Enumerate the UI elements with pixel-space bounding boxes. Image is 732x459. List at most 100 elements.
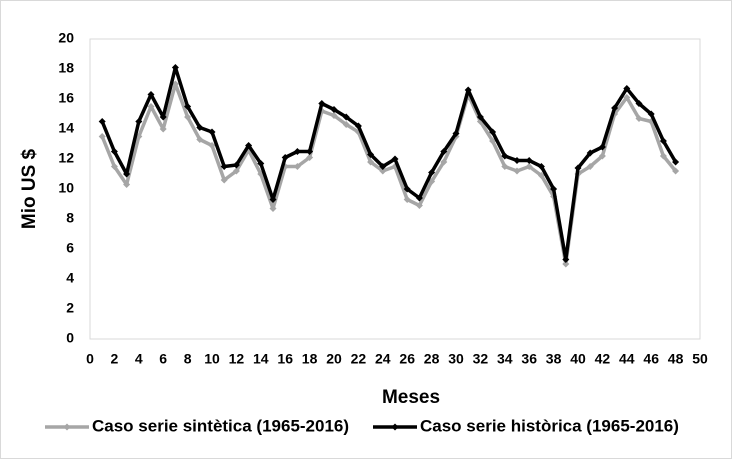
series-marker xyxy=(647,110,655,118)
series-marker xyxy=(574,164,582,172)
x-tick-label: 28 xyxy=(424,351,440,367)
series-marker xyxy=(257,160,265,167)
series-marker xyxy=(586,149,594,157)
series-marker xyxy=(672,158,680,166)
series-marker xyxy=(208,142,216,149)
series-marker xyxy=(281,154,289,161)
series-marker xyxy=(171,64,179,71)
x-tick-label: 18 xyxy=(302,351,318,367)
series-marker xyxy=(110,148,118,155)
series-marker xyxy=(513,167,521,175)
series-marker xyxy=(379,167,387,175)
series-marker xyxy=(598,152,606,160)
series-marker xyxy=(220,176,228,184)
y-tick-label: 16 xyxy=(58,90,74,106)
series-marker xyxy=(367,151,375,158)
y-tick-label: 2 xyxy=(66,300,74,316)
x-tick-label: 10 xyxy=(204,351,220,367)
series-marker xyxy=(98,118,106,125)
series-marker xyxy=(123,181,131,188)
y-tick-label: 12 xyxy=(58,150,74,166)
legend-label: Caso serie històrica (1965-2016) xyxy=(420,416,679,435)
x-tick-label: 8 xyxy=(184,351,192,367)
series-marker xyxy=(537,172,545,179)
series-marker xyxy=(562,260,570,268)
series-marker xyxy=(501,163,509,170)
series-marker xyxy=(306,154,314,161)
series-marker xyxy=(623,94,631,101)
x-tick-label: 30 xyxy=(448,351,464,367)
series-marker xyxy=(293,148,301,155)
x-tick-label: 22 xyxy=(351,351,367,367)
x-tick-label: 40 xyxy=(570,351,586,367)
series-marker xyxy=(342,121,350,128)
series-marker xyxy=(537,163,545,170)
y-tick-label: 10 xyxy=(58,180,74,196)
series-marker xyxy=(598,143,606,151)
x-tick-label: 12 xyxy=(229,351,245,367)
x-tick-label: 4 xyxy=(135,351,143,367)
x-tick-label: 34 xyxy=(497,351,513,367)
series-marker xyxy=(659,137,667,145)
series-marker xyxy=(513,157,521,164)
series-marker xyxy=(306,148,314,155)
x-tick-label: 38 xyxy=(546,351,562,367)
x-tick-label: 16 xyxy=(277,351,293,367)
y-tick-label: 20 xyxy=(58,30,74,46)
legend-marker xyxy=(63,423,71,431)
series-marker xyxy=(318,100,326,107)
series-marker xyxy=(330,112,338,119)
series-marker xyxy=(635,115,643,122)
series-marker xyxy=(586,163,594,170)
x-tick-label: 2 xyxy=(111,351,119,367)
series-marker xyxy=(623,85,631,92)
series-marker xyxy=(476,113,484,121)
series-marker xyxy=(659,152,667,160)
x-tick-label: 32 xyxy=(473,351,489,367)
series-marker xyxy=(440,158,448,166)
series-marker xyxy=(525,163,533,170)
series-marker xyxy=(525,157,533,164)
series-marker xyxy=(220,163,228,170)
x-tick-label: 50 xyxy=(692,351,708,367)
legend-marker xyxy=(391,423,399,431)
x-tick-label: 44 xyxy=(619,351,635,367)
series-marker xyxy=(635,100,643,107)
series-marker xyxy=(330,106,338,113)
x-axis-label: Meses xyxy=(382,387,440,408)
y-tick-label: 18 xyxy=(58,60,74,76)
series-marker xyxy=(208,128,216,136)
series-marker xyxy=(501,152,509,160)
series-marker xyxy=(135,118,143,125)
series-marker xyxy=(232,167,240,175)
series-marker xyxy=(464,86,472,94)
plot-area xyxy=(89,38,701,340)
series-marker xyxy=(123,170,131,178)
series-marker xyxy=(184,103,192,110)
y-tick-label: 14 xyxy=(58,120,74,136)
series-marker xyxy=(611,104,619,112)
series-marker xyxy=(98,133,106,140)
series-marker xyxy=(550,185,558,193)
x-tick-label: 42 xyxy=(595,351,611,367)
series-marker xyxy=(562,256,570,263)
series-marker xyxy=(354,122,362,130)
y-tick-label: 4 xyxy=(66,270,74,286)
x-tick-label: 20 xyxy=(326,351,342,367)
series-marker xyxy=(379,163,387,170)
series-marker xyxy=(391,155,399,163)
series-marker xyxy=(196,124,204,131)
series-marker xyxy=(415,202,423,209)
series-line xyxy=(100,65,678,262)
x-tick-label: 36 xyxy=(521,351,537,367)
series-marker xyxy=(159,125,167,133)
series-marker xyxy=(293,163,301,170)
series-marker xyxy=(269,196,277,203)
x-tick-label: 14 xyxy=(253,351,269,367)
series-marker xyxy=(159,113,167,121)
series-marker xyxy=(147,103,155,110)
series-marker xyxy=(452,130,460,137)
y-tick-label: 6 xyxy=(66,240,74,256)
